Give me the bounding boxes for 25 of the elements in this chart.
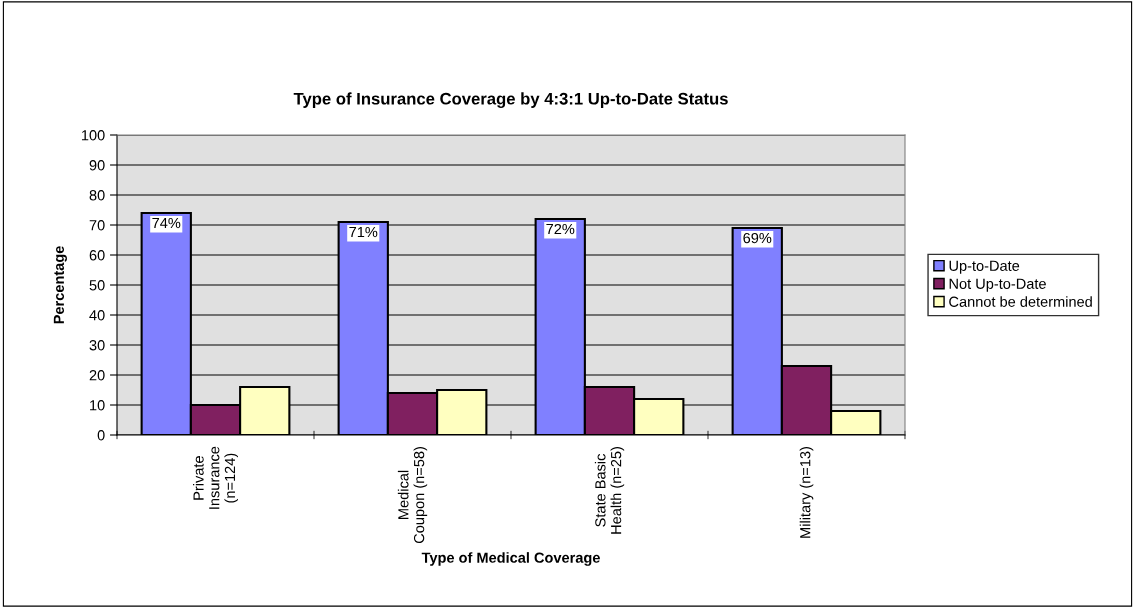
x-tick-label: Private Insurance (n=124) [192, 446, 238, 509]
x-tick-label: Medical Coupon (n=58) [397, 447, 428, 544]
y-axis-title: Percentage [53, 246, 67, 324]
y-tick-label: 70 [89, 220, 105, 231]
y-tick-label: 60 [89, 250, 105, 261]
data-label: 69% [743, 232, 772, 244]
legend-label: Cannot be determined [949, 296, 1092, 307]
x-tick-label: State Basic Health (n=25) [594, 447, 625, 534]
x-tick-label: Military (n=13) [799, 447, 814, 538]
data-label: 72% [546, 223, 575, 235]
legend-label: Up-to-Date [949, 260, 1020, 274]
legend-label: Not Up-to-Date [949, 278, 1046, 292]
x-axis-title: Type of Medical Coverage [421, 552, 600, 566]
y-tick-label: 20 [89, 370, 105, 381]
y-tick-label: 10 [90, 400, 105, 411]
y-tick-label: 50 [89, 280, 105, 291]
y-tick-label: 90 [89, 160, 105, 171]
y-tick-label: 80 [89, 190, 105, 201]
y-tick-label: 0 [97, 430, 105, 441]
chart-title: Type of Insurance Coverage by 4:3:1 Up-to-Date Status [293, 92, 728, 108]
y-tick-label: 100 [81, 130, 105, 141]
y-tick-label: 40 [89, 310, 105, 321]
data-label: 71% [349, 226, 378, 238]
y-tick-label: 30 [89, 340, 105, 351]
data-label: 74% [152, 217, 181, 229]
